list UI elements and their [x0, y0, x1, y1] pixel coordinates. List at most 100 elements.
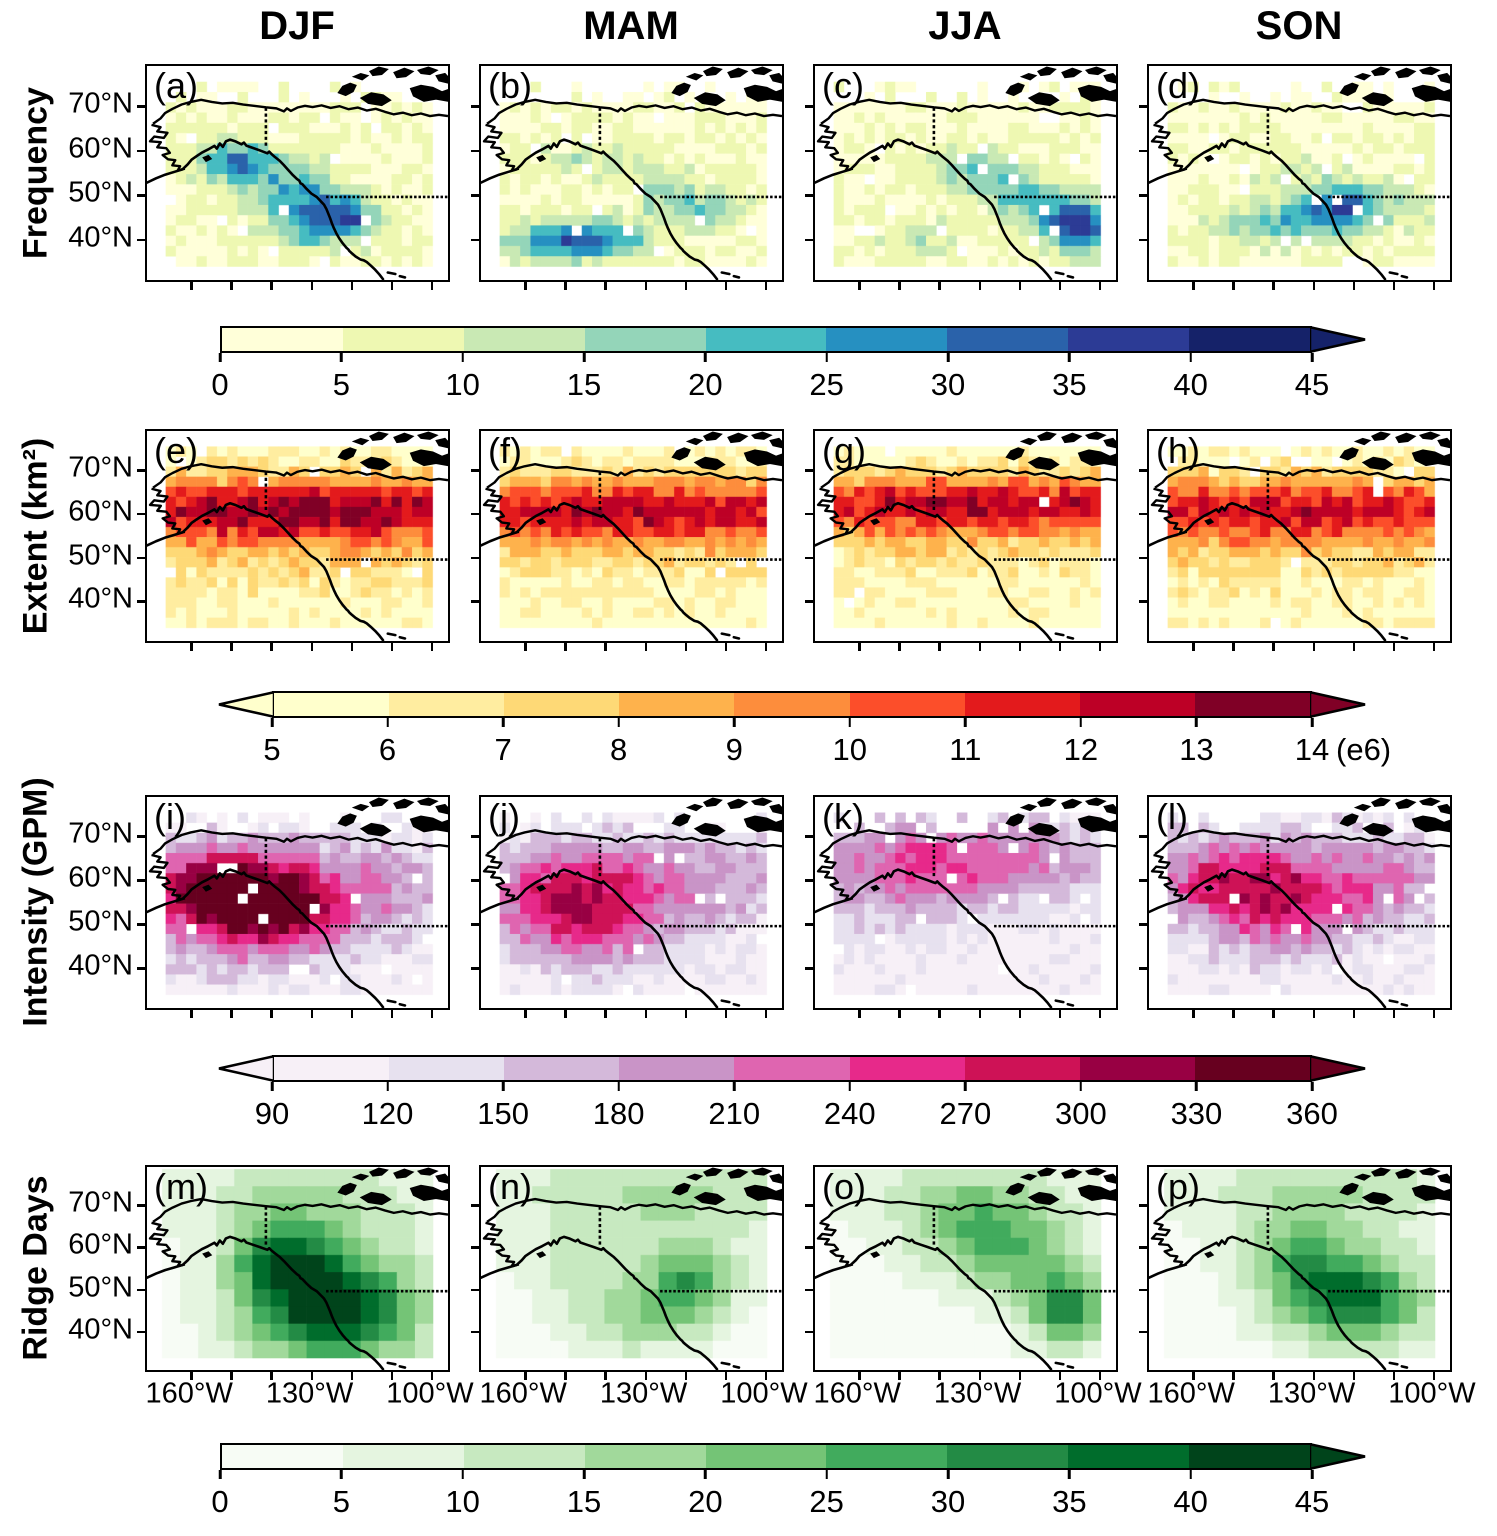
- lat-axis-tick: [471, 556, 481, 560]
- colorbar-tick: [617, 718, 620, 727]
- lat-tick-label: 70°N: [68, 451, 133, 484]
- lon-axis-tick: [978, 1008, 982, 1018]
- lon-axis-tick: [1058, 1370, 1062, 1380]
- map-panel-g: (g): [805, 429, 1118, 651]
- lon-axis-tick: [978, 641, 982, 651]
- lat-axis-tick: [1139, 149, 1149, 153]
- colorbar-tick-label: 7: [494, 732, 512, 767]
- lon-axis-tick: [1058, 1008, 1062, 1018]
- colorbar-tick: [501, 1082, 505, 1091]
- lat-axis-tick: [805, 879, 815, 882]
- lon-axis-tick: [564, 1008, 567, 1018]
- lat-tick-label: 50°N: [68, 176, 133, 209]
- colorbar-tick-label: 0: [211, 367, 229, 402]
- colorbar-right-arrow: [1310, 691, 1366, 718]
- colorbar-tick: [270, 1082, 274, 1091]
- map-panel-a: (a): [137, 64, 450, 290]
- lat-axis-tick: [1139, 967, 1149, 970]
- colorbar-tick-label: 35: [1052, 1484, 1087, 1519]
- lon-axis-tick: [898, 1008, 901, 1018]
- colorbar-intensity: 90 120 150 180 210 240 270 300 330 360: [216, 1055, 1391, 1143]
- lat-tick-label: 60°N: [68, 861, 133, 894]
- colorbar-tick: [1310, 1082, 1314, 1091]
- colorbar-tick-label: 14: [1294, 732, 1330, 767]
- lon-axis-tick: [270, 1370, 273, 1380]
- lat-axis-tick: [137, 1204, 147, 1207]
- coastline-map: [147, 797, 448, 1008]
- lon-axis-tick: [1232, 641, 1235, 651]
- colorbar-tick: [964, 718, 967, 727]
- lon-axis-tick: [430, 280, 434, 290]
- lon-axis-tick: [604, 1008, 607, 1018]
- colorbar-tick: [340, 353, 343, 362]
- colorbar-left-arrow: [218, 691, 274, 718]
- colorbar-tick: [1079, 1082, 1083, 1091]
- lon-axis-tick: [350, 1370, 354, 1380]
- map-panel-k: (k): [805, 795, 1118, 1018]
- lon-axis-tick: [724, 1008, 728, 1018]
- lon-axis-tick: [310, 1370, 314, 1380]
- lon-axis-tick: [724, 641, 728, 651]
- map-panel-i: (i): [137, 795, 450, 1018]
- map-panel-b: (b): [471, 64, 784, 290]
- colorbar-tick: [704, 1470, 707, 1479]
- lon-axis-tick: [230, 280, 233, 290]
- colorbar-tick: [218, 353, 222, 362]
- colorbar-tick: [946, 1470, 950, 1479]
- row-label-frequency: Frequency: [16, 87, 55, 259]
- colorbar-tick-label: 12: [1063, 732, 1099, 767]
- lat-axis-tick: [805, 1288, 815, 1291]
- lon-axis-tick: [1058, 641, 1062, 651]
- colorbar-segment: [1079, 693, 1195, 716]
- colorbar-segment: [584, 328, 706, 351]
- lon-axis-tick: [1272, 641, 1275, 651]
- lat-axis-tick: [1139, 194, 1149, 197]
- colorbar-segment: [826, 328, 948, 351]
- colorbar-tick-label: 25: [809, 367, 844, 402]
- lat-tick-label: 40°N: [68, 582, 133, 615]
- lon-axis-tick: [350, 641, 354, 651]
- colorbar-body: [272, 1055, 1312, 1082]
- map-panel-l: (l): [1139, 795, 1452, 1018]
- colorbar-tick-label: 30: [930, 367, 966, 402]
- lat-axis-tick: [137, 879, 147, 882]
- lon-axis-tick: [684, 1008, 688, 1018]
- lon-axis-tick: [230, 1008, 233, 1018]
- colorbar-segment: [222, 328, 343, 351]
- lon-axis-tick: [524, 1370, 527, 1380]
- lon-axis-tick: [604, 641, 607, 651]
- colorbar-tick: [1068, 1470, 1071, 1479]
- lon-axis-tick: [564, 1370, 567, 1380]
- lon-axis-tick: [858, 1370, 861, 1380]
- colorbar-tick-label: 180: [592, 1096, 645, 1131]
- lon-axis-tick: [1392, 1370, 1396, 1380]
- lat-tick-label: 60°N: [68, 495, 133, 528]
- lon-tick-label: 100°W: [1054, 1377, 1142, 1410]
- colorbar-tick-label: 120: [361, 1096, 414, 1131]
- colorbar-tick: [582, 1470, 586, 1479]
- map-panel-c: (c): [805, 64, 1118, 290]
- colorbar-segment: [1189, 328, 1311, 351]
- colorbar-segment: [1194, 693, 1310, 716]
- lon-axis-tick: [564, 280, 567, 290]
- colorbar-tick: [501, 718, 505, 727]
- colorbar-segment: [504, 693, 620, 716]
- lon-axis-tick: [524, 641, 527, 651]
- lon-axis-tick: [1192, 1370, 1195, 1380]
- lat-axis-tick: [471, 967, 481, 970]
- lat-axis-tick: [471, 238, 481, 241]
- colorbar-segment: [274, 1057, 390, 1080]
- colorbar-tick: [340, 1470, 343, 1479]
- colorbar-tick: [617, 1082, 620, 1091]
- lon-axis-tick: [938, 1008, 941, 1018]
- map-panel-j: (j): [471, 795, 784, 1018]
- lat-axis-tick: [471, 512, 481, 516]
- lon-axis-tick: [1098, 1008, 1102, 1018]
- lon-axis-tick: [230, 1370, 233, 1380]
- colorbar-extent: 5 6 7 8 9 10 11 12 13 14 (e6): [216, 691, 1391, 779]
- lat-axis-tick: [805, 238, 815, 241]
- column-header-mam: MAM: [583, 4, 679, 48]
- colorbar-tick: [582, 353, 586, 362]
- lon-axis-tick: [1392, 641, 1396, 651]
